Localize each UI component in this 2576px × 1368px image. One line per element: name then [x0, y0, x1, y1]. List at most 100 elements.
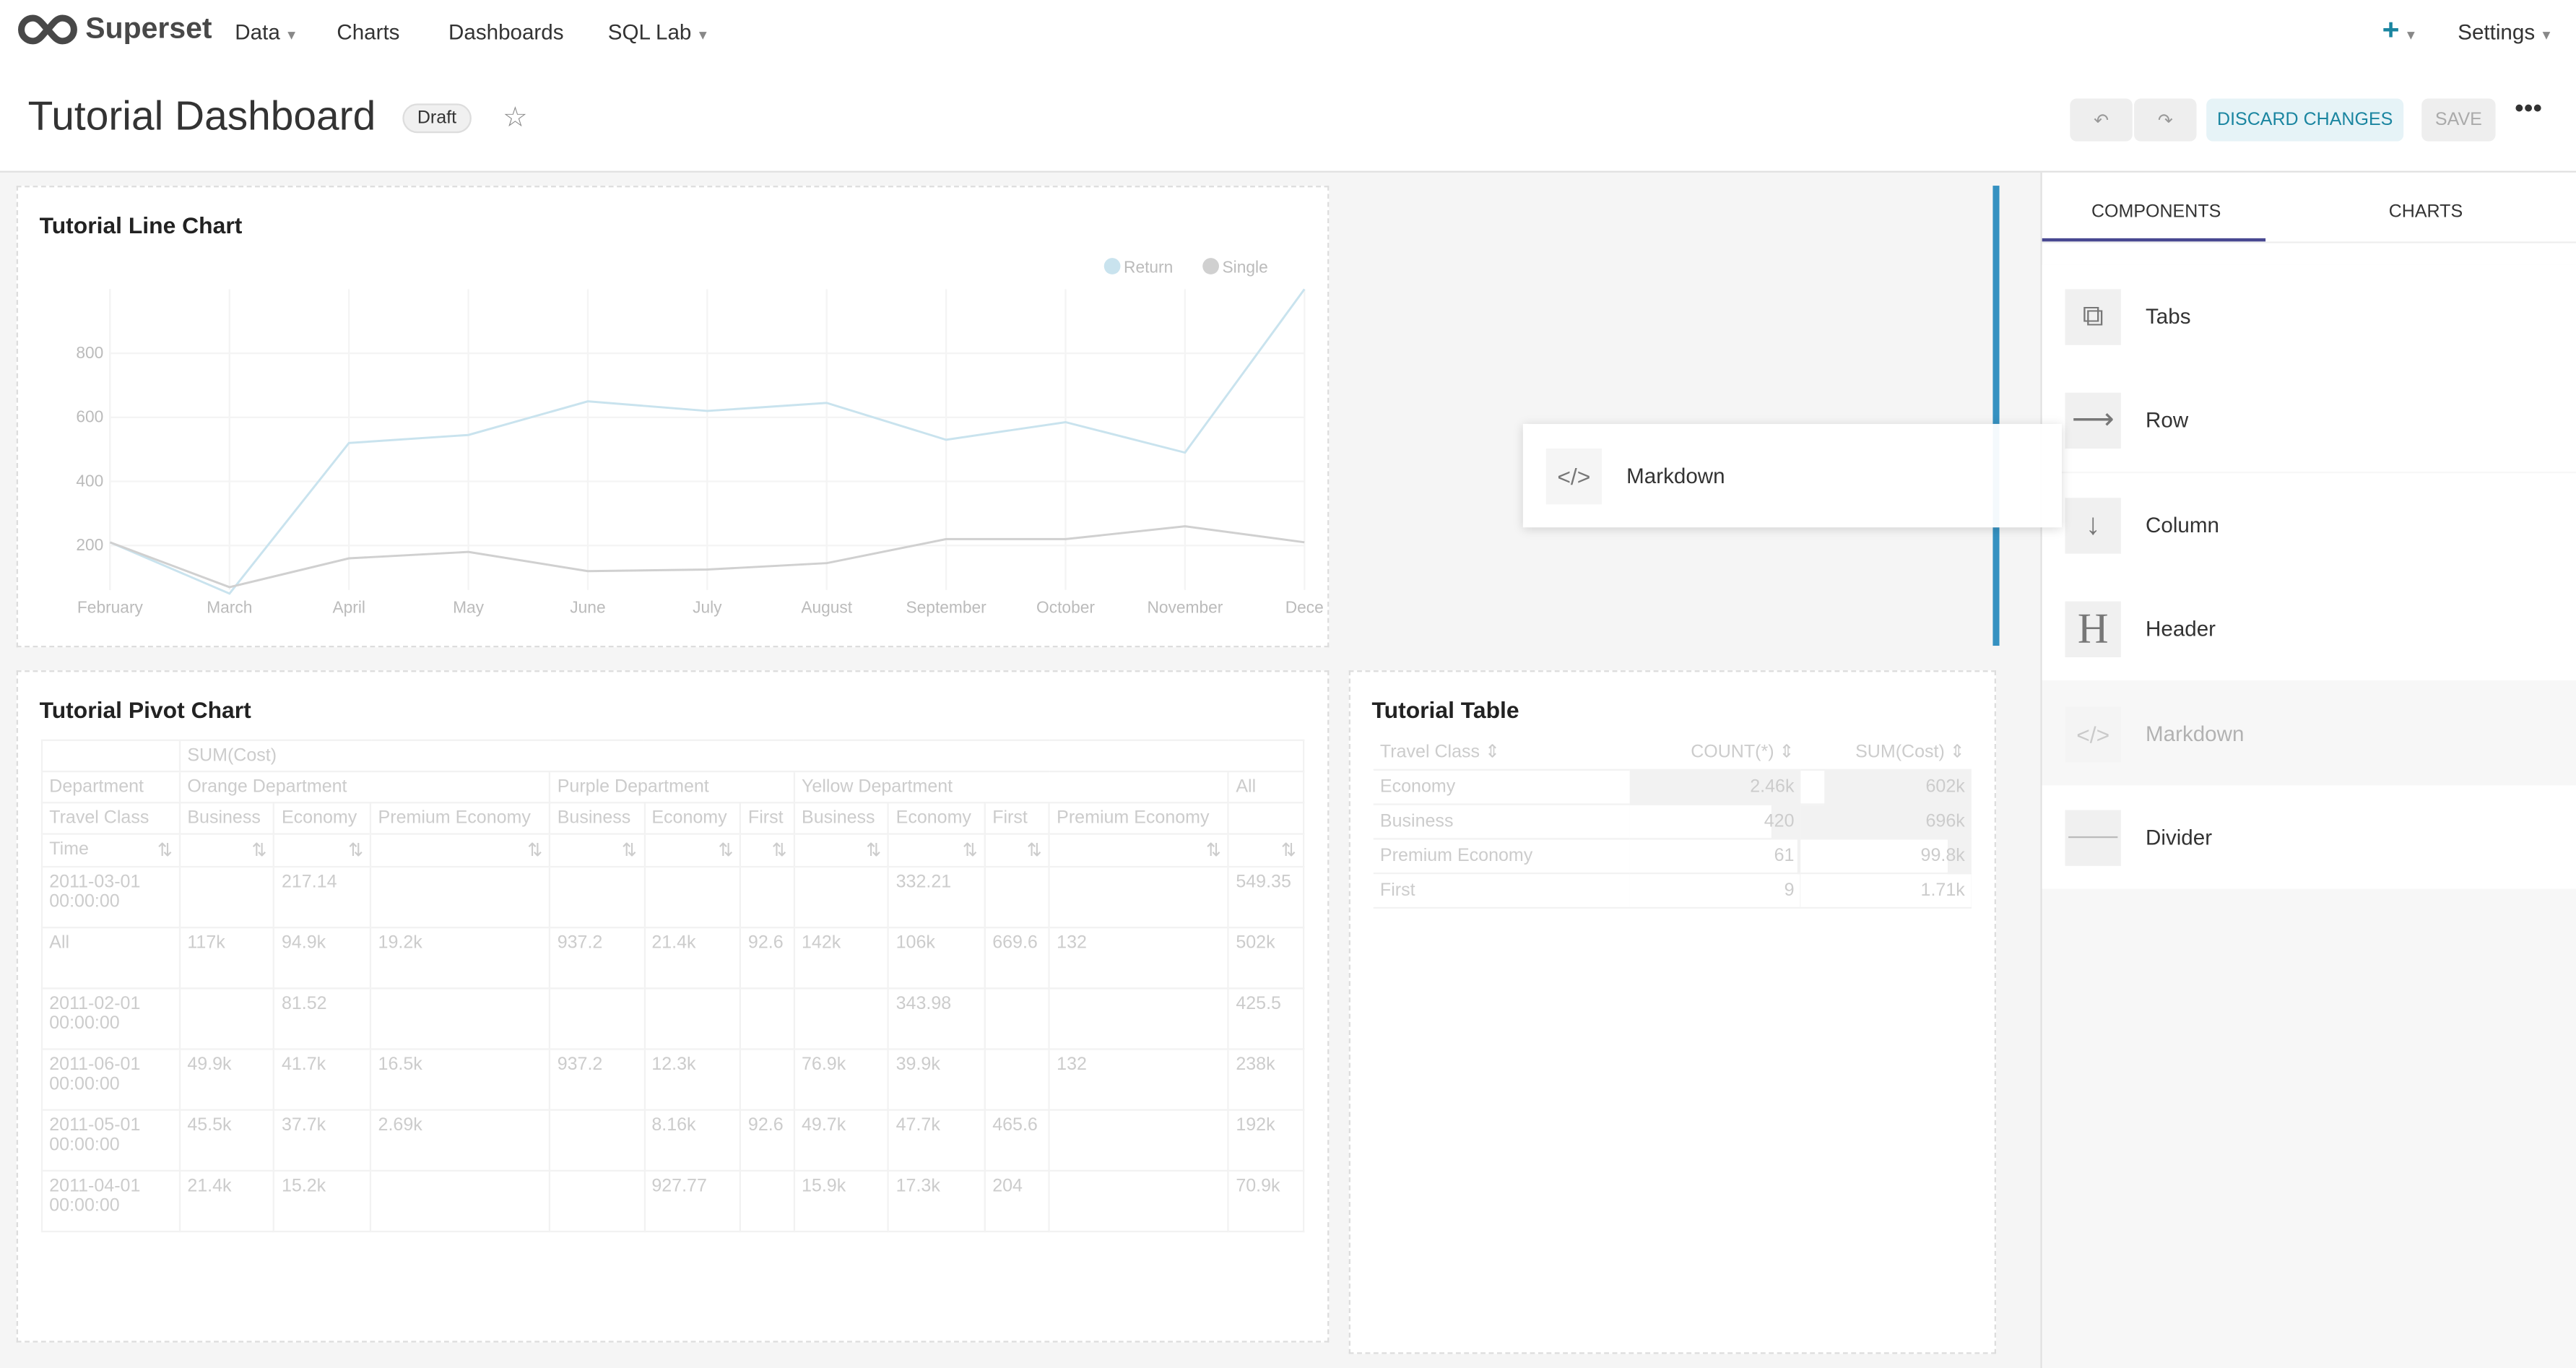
tab-components[interactable]: COMPONENTS	[2091, 202, 2221, 222]
component-divider[interactable]: Divider	[2042, 785, 2576, 889]
x-tick-label: October	[1036, 598, 1095, 617]
table-cell: 15.2k	[273, 1169, 372, 1233]
nav-sql-lab[interactable]: SQL Lab ▼	[608, 20, 710, 44]
infinity-icon	[18, 14, 77, 44]
undo-button[interactable]: ↶	[2070, 98, 2133, 142]
sort-icon[interactable]: ⇅	[370, 833, 551, 868]
table-cell: 132	[1048, 927, 1230, 990]
sort-icon[interactable]: ⇅	[273, 833, 372, 868]
column-header[interactable]: COUNT(*) ⇕	[1630, 734, 1801, 771]
table-cell: 99.8k	[1800, 839, 1972, 875]
drop-indicator	[1992, 186, 2000, 646]
table-row: 2011-04-01 00:00:00 21.4k 15.2k 927.77 15.9k…	[40, 1169, 1305, 1233]
component-label: Row	[2146, 407, 2189, 433]
y-tick-label: 200	[76, 535, 103, 554]
active-tab-indicator	[2042, 238, 2266, 242]
table-cell: 17.3k	[888, 1169, 986, 1233]
x-tick-label: July	[693, 598, 722, 617]
row-label: All	[40, 927, 181, 990]
component-label: Header	[2146, 616, 2216, 641]
redo-button[interactable]: ↷	[2134, 98, 2197, 142]
table-cell	[1048, 1169, 1230, 1233]
series-line-return	[109, 288, 1306, 595]
table-cell	[370, 1169, 551, 1233]
sort-icon[interactable]: ⇅	[793, 833, 890, 868]
markdown-drag-preview[interactable]: </> Markdown	[1522, 423, 2062, 528]
table-cell: 49.7k	[793, 1109, 890, 1172]
table-cell	[549, 865, 646, 929]
class-header: Premium Economy	[1048, 802, 1230, 835]
sort-icon[interactable]: ⇅	[1227, 833, 1305, 868]
table-cell	[643, 865, 742, 929]
table-cell: 37.7k	[273, 1109, 372, 1172]
star-icon[interactable]: ☆	[503, 102, 528, 134]
tabs-icon: ⧉	[2065, 288, 2121, 345]
table-cell	[549, 1169, 646, 1233]
component-tabs[interactable]: ⧉ Tabs	[2042, 264, 2576, 368]
legend-label: Return	[1124, 258, 1173, 277]
nav-settings[interactable]: Settings ▼	[2458, 20, 2553, 44]
column-header[interactable]: SUM(Cost) ⇕	[1800, 734, 1972, 771]
column-header[interactable]: Travel Class ⇕	[1373, 734, 1631, 771]
x-tick-label: February	[77, 598, 144, 617]
nav-charts[interactable]: Charts	[337, 20, 400, 45]
table-cell	[984, 865, 1051, 929]
table-cell	[984, 1048, 1051, 1111]
table-cell: 49.9k	[178, 1048, 275, 1111]
department-header: Yellow Department	[793, 770, 1230, 804]
table-cell: 19.2k	[370, 927, 551, 990]
table-cell: Premium Economy	[1373, 839, 1631, 875]
table-cell: 41.7k	[273, 1048, 372, 1111]
department-header: Orange Department	[178, 770, 551, 804]
component-label: Tabs	[2146, 303, 2191, 329]
department-header: Purple Department	[549, 770, 795, 804]
chart-title: Tutorial Table	[1371, 696, 1519, 723]
table-cell	[643, 987, 742, 1050]
nav-sql-lab-label: SQL Lab	[607, 20, 692, 45]
table-cell	[1048, 1109, 1230, 1172]
more-options-icon[interactable]: •••	[2514, 95, 2543, 124]
table-cell: 420	[1630, 804, 1801, 840]
redo-icon: ↷	[2157, 111, 2173, 131]
component-header[interactable]: H Header	[2042, 576, 2576, 680]
sort-icon[interactable]: ⇅	[549, 833, 646, 868]
discard-changes-button[interactable]: DISCARD CHANGES	[2206, 98, 2404, 142]
table-row: Economy 2.46k 602k	[1373, 769, 1972, 805]
component-row[interactable]: ⟶ Row	[2042, 368, 2576, 472]
table-row: Business 420 696k	[1373, 804, 1972, 840]
sort-icon[interactable]: ⇅	[157, 841, 173, 862]
table-chart-card: Tutorial Table Travel Class ⇕ COUNT(*) ⇕ S…	[1348, 670, 1997, 1354]
component-column[interactable]: ↓ Column	[2042, 473, 2576, 577]
nav-data[interactable]: Data ▼	[235, 20, 298, 44]
nav-dashboards[interactable]: Dashboards	[448, 20, 564, 45]
component-markdown[interactable]: </> Markdown	[2042, 682, 2576, 785]
class-row: Travel Class Business Economy Premium Econo…	[40, 802, 1305, 835]
table-cell: 502k	[1227, 927, 1305, 990]
table-cell: 117k	[178, 927, 275, 990]
class-header: Business	[549, 802, 646, 835]
time-header[interactable]: Time ⇅	[40, 833, 181, 868]
chart-title: Tutorial Line Chart	[39, 212, 243, 238]
table-cell: 45.5k	[178, 1109, 275, 1172]
chart-title: Tutorial Pivot Chart	[39, 696, 251, 723]
sort-icon[interactable]: ⇅	[178, 833, 275, 868]
table-cell: Economy	[1373, 769, 1631, 805]
table-cell: 61	[1630, 839, 1801, 875]
save-button[interactable]: SAVE	[2421, 98, 2496, 142]
code-icon: </>	[1545, 447, 1603, 504]
plus-icon[interactable]: + ▼	[2382, 13, 2418, 46]
sort-icon[interactable]: ⇅	[1048, 833, 1230, 868]
table-cell: 92.6	[740, 1109, 795, 1172]
table-cell: 16.5k	[370, 1048, 551, 1111]
table-cell: 937.2	[549, 1048, 646, 1111]
table-cell: 343.98	[888, 987, 986, 1050]
divider-icon	[2065, 809, 2121, 865]
superset-logo[interactable]: Superset	[17, 12, 212, 46]
sort-icon[interactable]: ⇅	[643, 833, 742, 868]
sort-icon[interactable]: ⇅	[740, 833, 795, 868]
table-cell	[740, 1048, 795, 1111]
sort-icon[interactable]: ⇅	[984, 833, 1051, 868]
sort-icon[interactable]: ⇅	[888, 833, 986, 868]
tab-charts[interactable]: CHARTS	[2388, 202, 2463, 222]
page-title[interactable]: Tutorial Dashboard	[27, 93, 376, 140]
